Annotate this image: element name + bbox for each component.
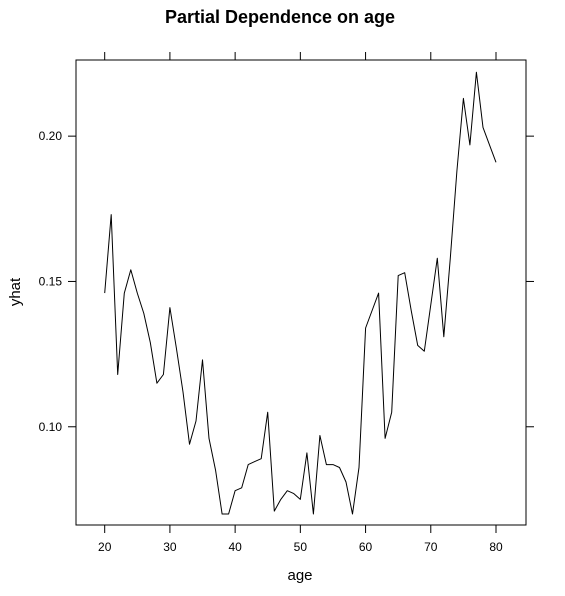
x-tick-label: 20 xyxy=(98,540,112,554)
x-axis-label: age xyxy=(287,567,312,584)
x-tick-label: 70 xyxy=(424,540,438,554)
tick-labels: 20 30 40 50 60 70 80 0.10 0.15 0.20 xyxy=(39,129,503,554)
y-tick-label: 0.15 xyxy=(39,274,63,288)
y-axis-label: yhat xyxy=(7,277,24,306)
axis-ticks xyxy=(68,52,534,533)
chart-title: Partial Dependence on age xyxy=(165,7,395,27)
x-tick-label: 60 xyxy=(359,540,373,554)
x-tick-label: 80 xyxy=(489,540,503,554)
x-tick-label: 30 xyxy=(163,540,177,554)
y-tick-label: 0.20 xyxy=(39,129,63,143)
series-line xyxy=(104,71,497,515)
series-layer xyxy=(104,71,497,515)
x-tick-label: 50 xyxy=(294,540,308,554)
plot-frame xyxy=(75,59,527,526)
y-tick-label: 0.10 xyxy=(39,420,63,434)
x-tick-label: 40 xyxy=(228,540,242,554)
